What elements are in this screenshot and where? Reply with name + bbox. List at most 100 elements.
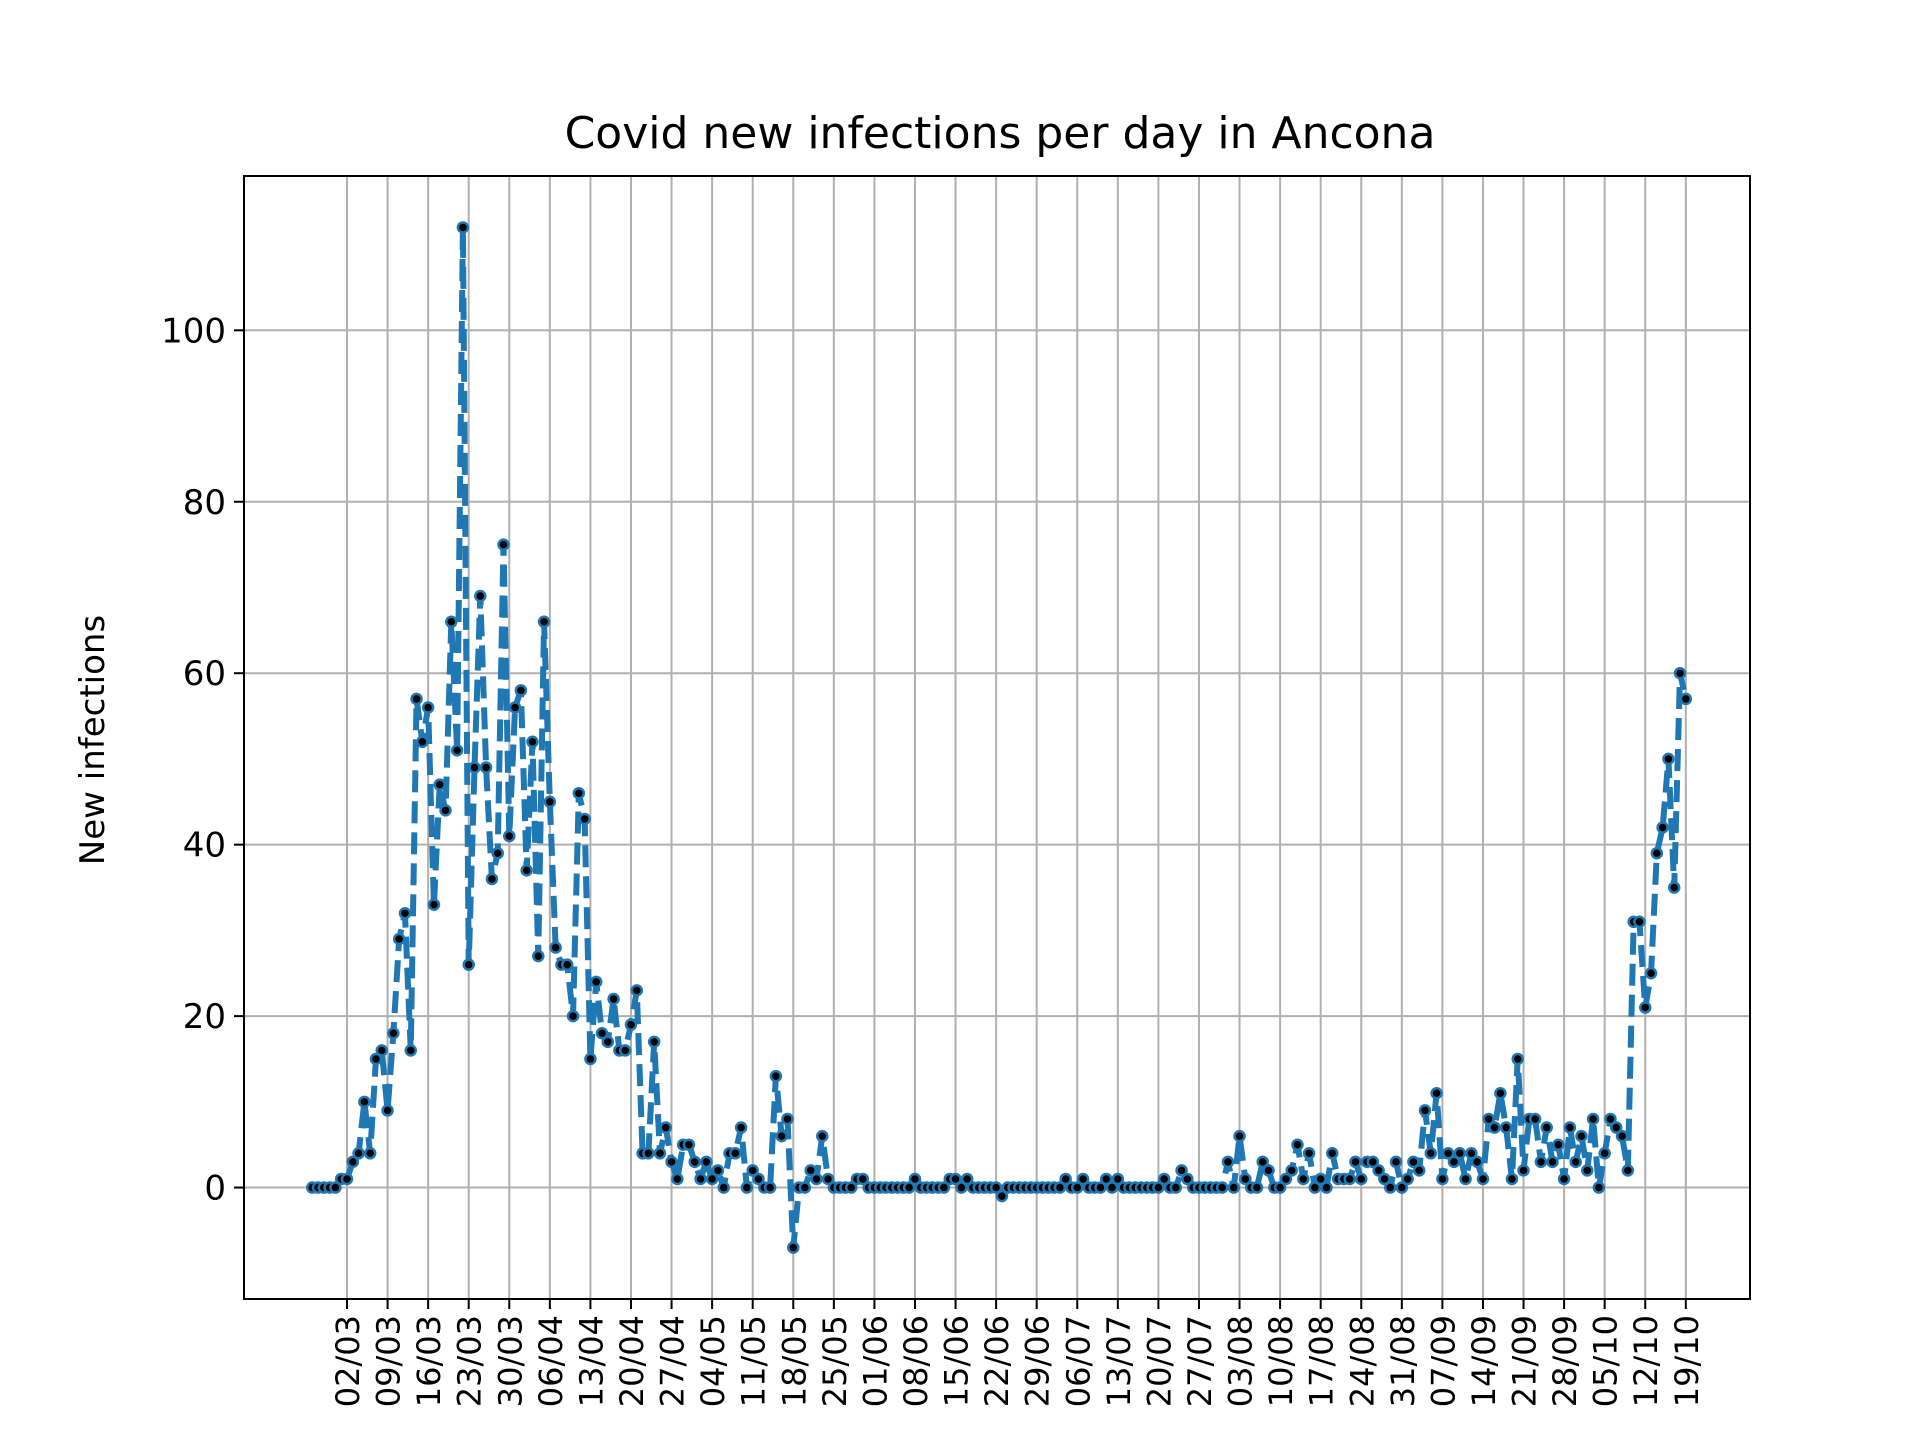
data-point [601, 1035, 615, 1049]
x-tick-label: 18/05 [775, 1315, 813, 1407]
x-tick-label: 21/09 [1506, 1315, 1544, 1407]
data-point [439, 804, 452, 817]
data-point [821, 1172, 835, 1186]
data-point [1395, 1181, 1409, 1194]
data-point [908, 1172, 922, 1186]
x-tick-label: 27/07 [1181, 1315, 1219, 1407]
data-point [1511, 1052, 1524, 1066]
y-tick-label: 60 [183, 654, 226, 694]
data-point [387, 1027, 400, 1040]
data-point [1094, 1181, 1107, 1194]
data-point [1441, 1147, 1455, 1160]
data-point [1662, 752, 1675, 766]
data-point [1401, 1172, 1414, 1186]
data-point [1291, 1138, 1304, 1151]
data-point [1604, 1112, 1617, 1126]
data-point [572, 786, 586, 800]
data-point [549, 941, 562, 954]
data-point [1610, 1121, 1623, 1134]
data-point [1644, 966, 1658, 980]
data-point [450, 744, 464, 757]
data-point [1412, 1164, 1426, 1177]
y-tick-label: 80 [183, 483, 226, 523]
data-point [752, 1172, 765, 1186]
series-line [312, 224, 1689, 1251]
data-points [305, 221, 1693, 1254]
data-point [1314, 1172, 1327, 1186]
x-tick-label: 19/10 [1668, 1315, 1706, 1407]
x-axis-ticks: 02/03 09/03 16/03 23/03 30/03 06/04 13/04 20/04… [329, 1299, 1706, 1407]
data-point [717, 1181, 730, 1194]
data-point [1505, 1172, 1519, 1186]
data-point [381, 1104, 394, 1117]
data-point [543, 795, 557, 809]
data-point [1482, 1112, 1496, 1126]
data-point [642, 1147, 655, 1160]
data-point [775, 1129, 788, 1143]
data-point [1285, 1164, 1298, 1177]
data-point [1673, 666, 1687, 680]
data-point [497, 538, 510, 551]
data-point [1366, 1155, 1380, 1169]
data-point [537, 615, 551, 629]
data-point [1105, 1181, 1119, 1194]
data-point [1320, 1181, 1333, 1194]
data-point [1650, 846, 1664, 860]
data-point [1615, 1129, 1629, 1143]
data-point [1517, 1164, 1530, 1177]
x-tick-label: 10/08 [1262, 1315, 1300, 1407]
data-point [468, 761, 481, 774]
data-point [462, 958, 475, 971]
x-tick-label: 13/04 [572, 1315, 610, 1407]
data-point [340, 1172, 354, 1186]
data-point [1297, 1172, 1310, 1186]
data-point [1059, 1172, 1072, 1186]
data-point [1256, 1155, 1269, 1169]
data-point [937, 1181, 951, 1194]
data-point [1534, 1155, 1548, 1169]
data-point [416, 735, 429, 749]
data-point [844, 1181, 858, 1194]
data-point [520, 864, 533, 877]
data-point [1552, 1138, 1565, 1151]
x-tick-label: 02/03 [329, 1315, 367, 1407]
data-point [1470, 1155, 1484, 1169]
data-point [1638, 1001, 1652, 1014]
data-point [647, 1035, 661, 1049]
data-point [1586, 1112, 1600, 1126]
data-point [1175, 1164, 1188, 1177]
data-point [734, 1121, 748, 1134]
x-tick-label: 12/10 [1627, 1315, 1665, 1407]
data-point [1157, 1172, 1171, 1186]
data-point [479, 761, 493, 774]
data-point [746, 1164, 759, 1177]
data-point [1453, 1147, 1467, 1160]
data-point [989, 1181, 1003, 1194]
data-point [1621, 1164, 1635, 1177]
data-point [1528, 1112, 1542, 1126]
data-point [1227, 1181, 1240, 1194]
y-tick-label: 20 [183, 997, 226, 1037]
data-point [1273, 1181, 1287, 1194]
data-point [960, 1172, 974, 1186]
data-point [1221, 1155, 1235, 1169]
data-point [659, 1121, 673, 1134]
data-point [526, 735, 539, 749]
data-point [1111, 1172, 1125, 1186]
x-tick-label: 31/08 [1384, 1315, 1422, 1407]
data-point [595, 1027, 609, 1040]
data-point [1436, 1172, 1449, 1186]
data-point [1598, 1147, 1611, 1160]
data-point [485, 872, 499, 886]
data-point [700, 1155, 713, 1169]
x-tick-label: 06/07 [1059, 1315, 1097, 1407]
data-point [589, 975, 603, 989]
x-tick-label: 06/04 [532, 1315, 570, 1407]
data-point [1239, 1172, 1252, 1186]
data-point [688, 1155, 701, 1169]
x-tick-label: 30/03 [491, 1315, 529, 1407]
data-point [375, 1044, 389, 1057]
x-tick-label: 07/09 [1424, 1315, 1462, 1407]
data-point [532, 949, 545, 963]
